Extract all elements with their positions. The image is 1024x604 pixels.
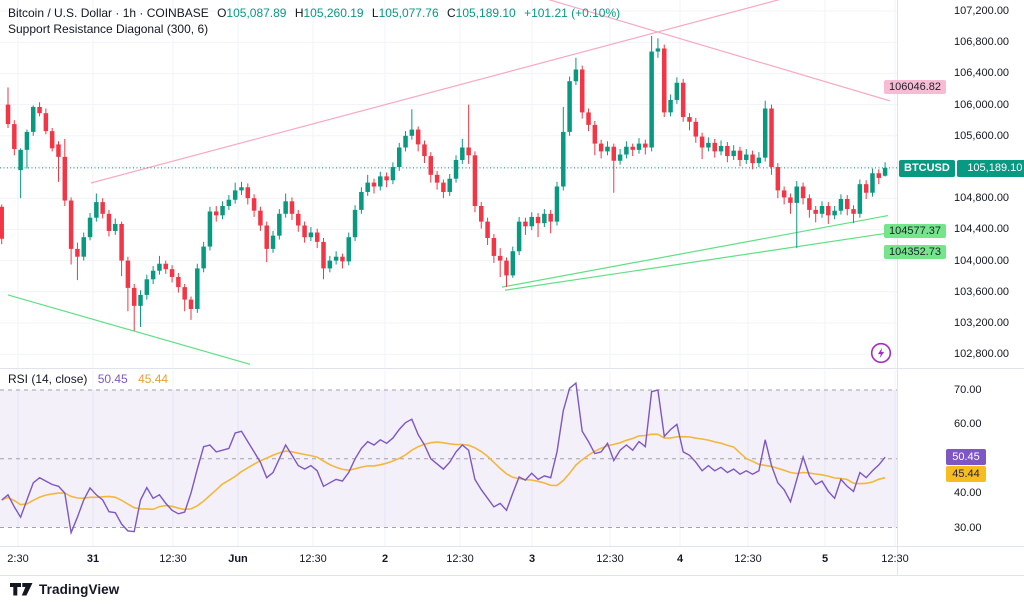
time-axis-label: 5 [821,553,829,565]
rsi-ma-value: 45.44 [138,372,169,386]
trendline-price-label-pink: 106046.82 [884,80,946,94]
time-axis-label: 12:30 [596,553,624,565]
bottom-bar: TradingView [0,576,1024,604]
price-axis-label: 106,800.00 [954,36,1010,49]
high-label: H [294,6,304,20]
indicator-title: Support Resistance Diagonal (300, 6) [8,22,209,36]
rsi-axis-label: 30.00 [954,521,982,534]
rsi-title: RSI (14, close) [8,372,88,386]
symbol-title[interactable]: Bitcoin / U.S. Dollar · 1h · COINBASE [8,6,209,20]
price-axis-label: 104,000.00 [954,254,1010,267]
low-label: L [371,6,379,20]
tradingview-logo-icon [10,583,33,596]
time-axis-label: Jun [228,553,248,565]
rsi-value-badge: 50.45 [946,449,986,466]
time-axis-label: 12:30 [299,553,327,565]
time-axis-label: 12:30 [446,553,474,565]
change-value: +101.21 (+0.10%) [524,6,621,20]
rsi-legend[interactable]: RSI (14, close) 50.45 45.44 [8,372,168,386]
open-value: 105,087.89 [226,6,287,20]
close-label: C [447,6,456,20]
price-axis-label: 102,800.00 [954,348,1010,361]
time-axis-label: 4 [676,553,684,565]
time-axis-label: 31 [86,553,100,565]
lightning-icon[interactable] [869,341,893,365]
rsi-value: 50.45 [97,372,128,386]
tradingview-logo-text: TradingView [39,582,120,597]
price-axis-label: 104,400.00 [954,223,1010,236]
price-axis-label: 104,800.00 [954,192,1010,205]
rsi-ma-value-badge: 45.44 [946,466,986,483]
low-value: 105,077.76 [378,6,439,20]
time-axis-label: 2:30 [7,553,29,565]
time-axis-label: 12:30 [881,553,909,565]
current-price-badge: BTCUSD 105,189.10 [899,160,1024,177]
rsi-axis-label: 60.00 [954,418,982,431]
time-axis-label: 3 [528,553,536,565]
price-axis-label: 106,400.00 [954,67,1010,80]
time-axis-label: 2 [381,553,389,565]
rsi-axis-label: 70.00 [954,384,982,396]
price-axis-label: 107,200.00 [954,5,1010,17]
high-value: 105,260.19 [303,6,364,20]
time-axis-label: 12:30 [734,553,762,565]
symbol-legend: Bitcoin / U.S. Dollar · 1h · COINBASE O1… [8,6,620,20]
price-axis-label: 105,600.00 [954,129,1010,142]
open-label: O [217,6,227,20]
symbol-ticker-label: BTCUSD [899,160,955,177]
indicator-legend[interactable]: Support Resistance Diagonal (300, 6) [8,22,208,36]
trendline-price-label-green-upper: 104577.37 [884,224,946,238]
tradingview-logo[interactable]: TradingView [10,582,119,597]
price-axis-label: 103,600.00 [954,285,1010,298]
time-axis-label: 12:30 [159,553,187,565]
close-value: 105,189.10 [455,6,516,20]
current-price-value: 105,189.10 [956,160,1024,177]
rsi-axis-label: 40.00 [954,487,982,500]
price-axis-label: 106,000.00 [954,98,1010,111]
trendline-price-label-green-lower: 104352.73 [884,245,946,259]
price-axis-label: 103,200.00 [954,317,1010,329]
